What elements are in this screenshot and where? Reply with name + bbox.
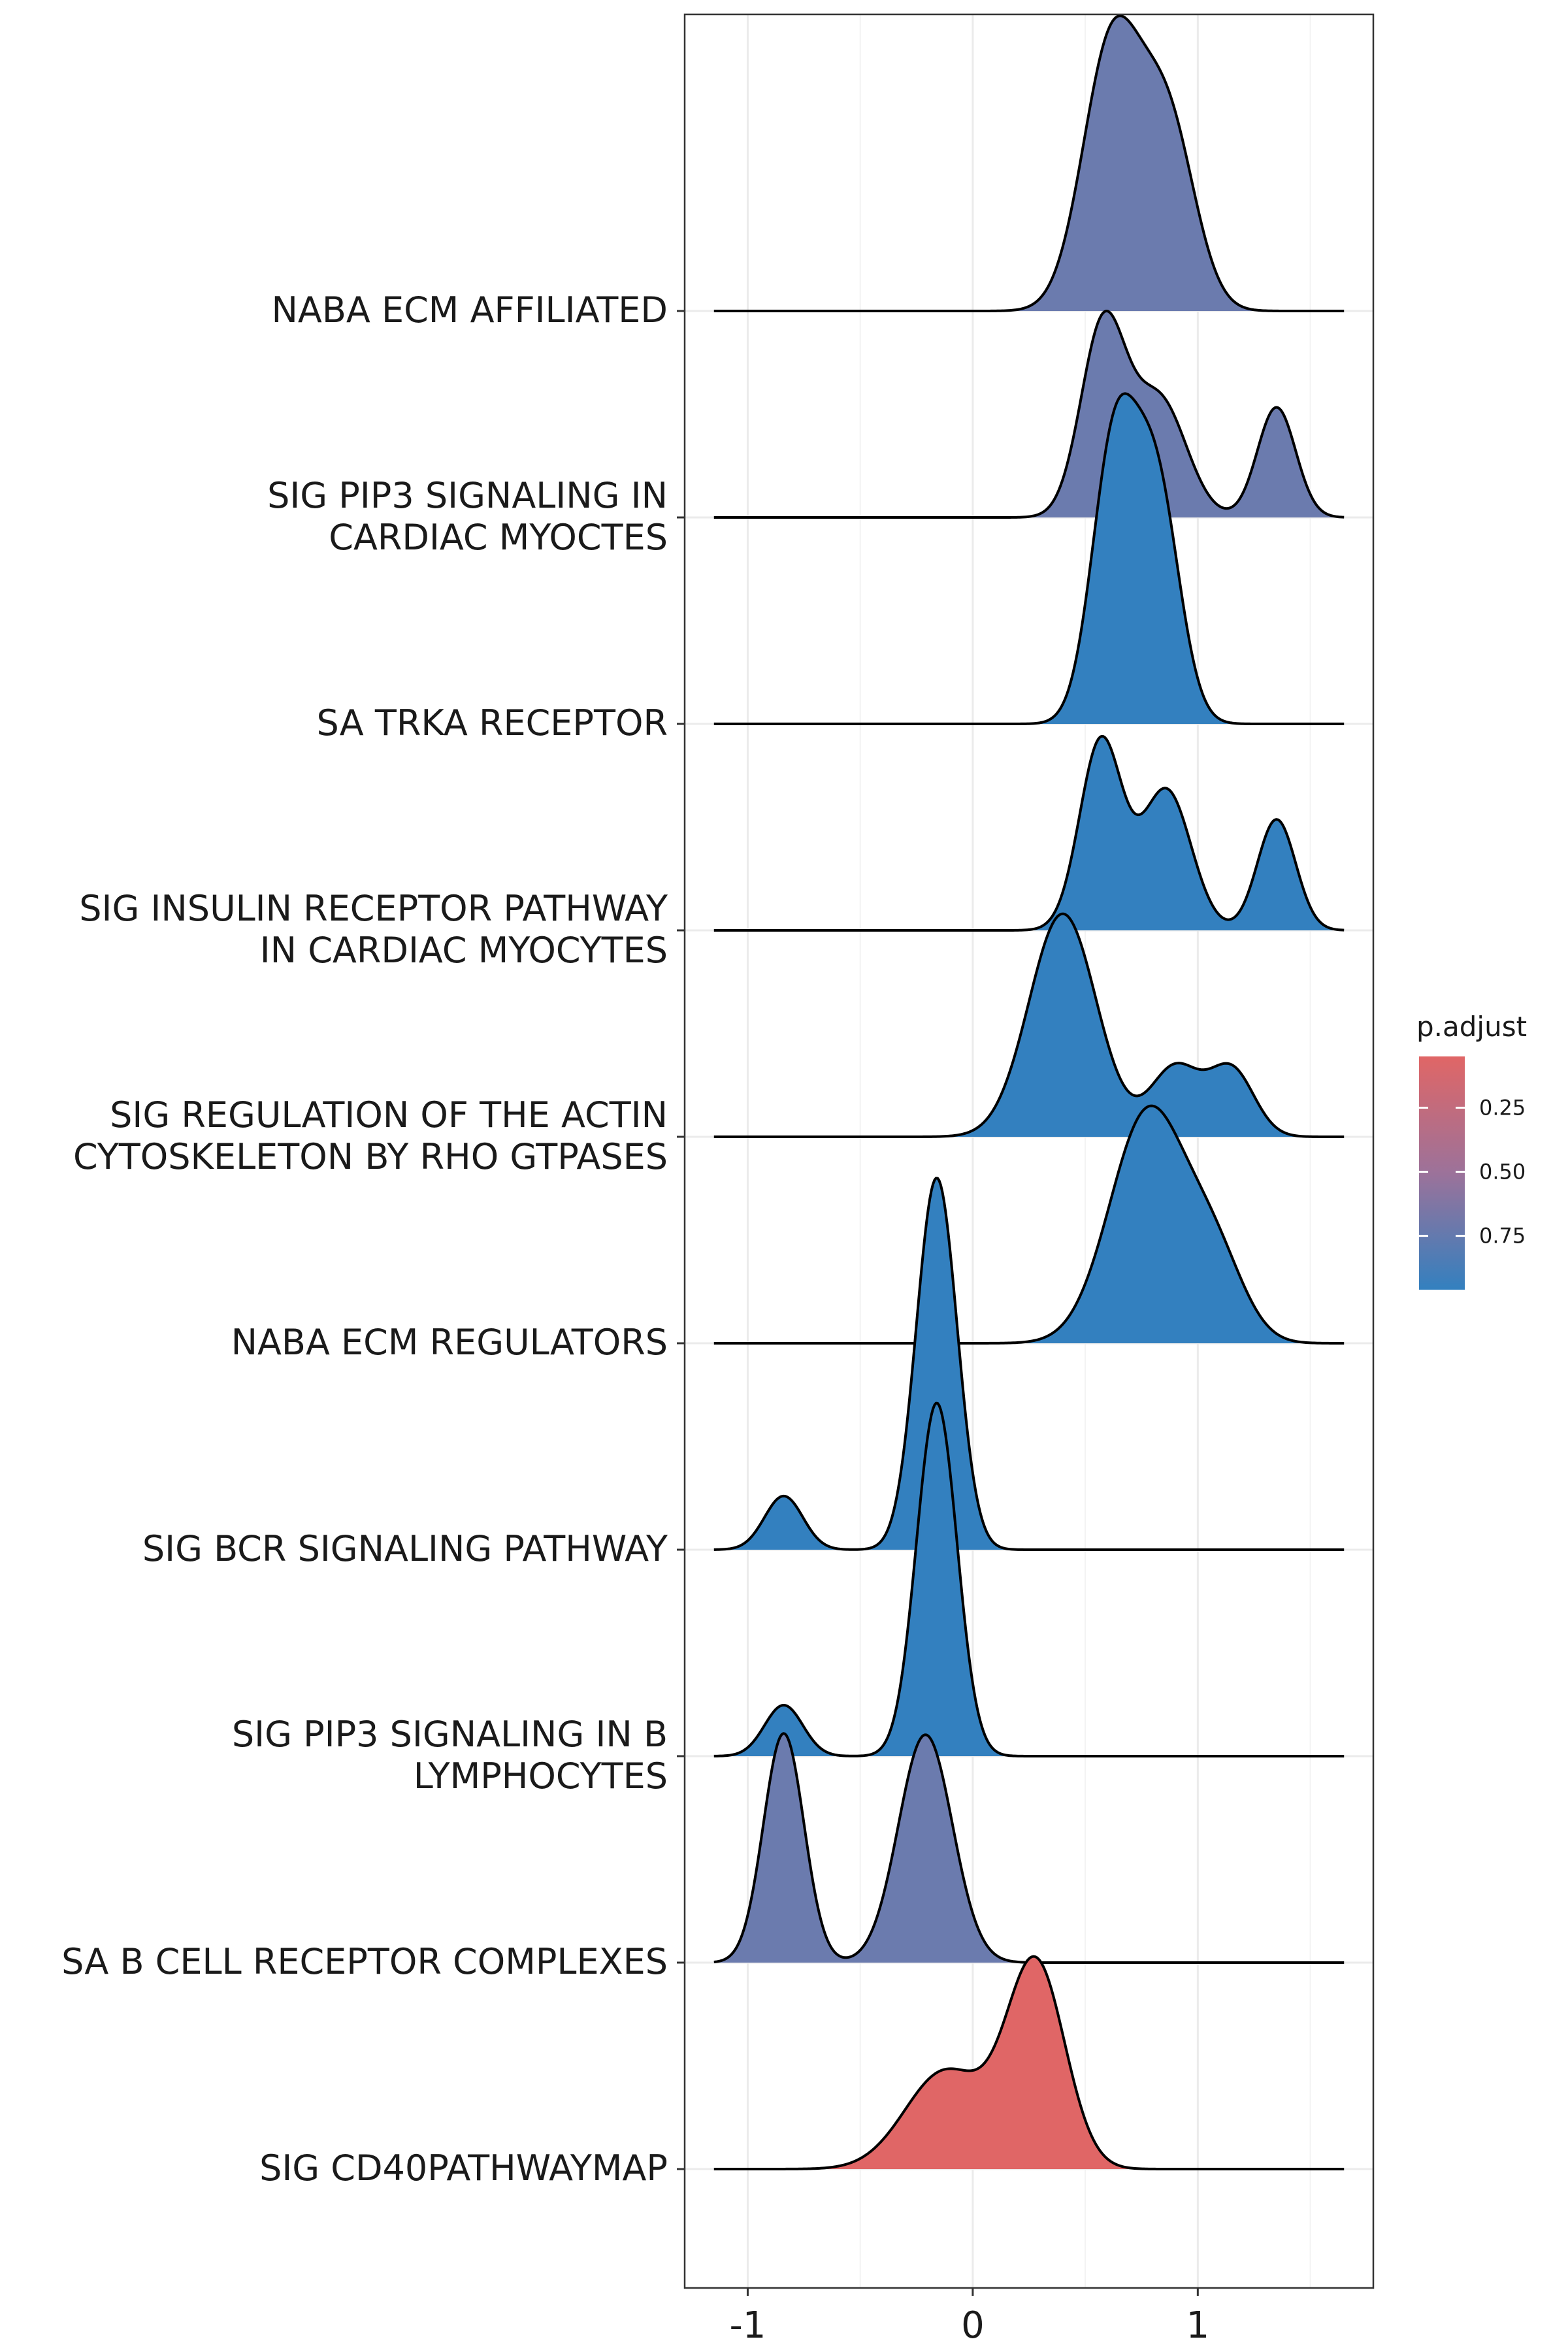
legend-tick-label: 0.75 xyxy=(1479,1224,1526,1249)
ridge-outline xyxy=(713,1401,1345,1757)
x-axis: -1 0 1 xyxy=(730,2288,1210,2347)
y-axis-label: IN CARDIAC MYOCYTES xyxy=(260,930,668,971)
y-axis-label: SIG INSULIN RECEPTOR PATHWAY xyxy=(79,888,668,929)
ridge-fill xyxy=(713,1956,1345,2169)
ridge-3 xyxy=(713,392,1345,725)
y-axis-label: SA TRKA RECEPTOR xyxy=(317,702,668,743)
ridge-6 xyxy=(713,1104,1345,1345)
y-axis-label: NABA ECM AFFILIATED xyxy=(272,289,668,331)
ridges xyxy=(713,14,1345,2170)
ridge-outline xyxy=(713,392,1345,725)
y-axis-label: SIG PIP3 SIGNALING IN xyxy=(267,475,668,516)
ridge-fill xyxy=(713,913,1345,1137)
x-tick-label: 0 xyxy=(961,2304,985,2347)
legend-colorbar xyxy=(1419,1056,1465,1290)
ridge-fill xyxy=(713,1178,1345,1550)
ridge-outline xyxy=(713,1955,1345,2170)
ridge-outline xyxy=(713,734,1345,932)
ridge-4 xyxy=(713,734,1345,932)
y-axis-label: CARDIAC MYOCTES xyxy=(329,517,668,558)
panel-border xyxy=(683,13,1375,2289)
x-tick-label: 1 xyxy=(1186,2304,1210,2347)
ridge-5 xyxy=(713,912,1345,1138)
legend: p.adjust 0.25 0.50 0.75 xyxy=(1416,1011,1527,1290)
legend-tick-label: 0.50 xyxy=(1479,1160,1526,1184)
ridge-fill xyxy=(713,393,1345,724)
ridge-fill xyxy=(713,1105,1345,1343)
ridge-fill xyxy=(713,1403,1345,1756)
y-axis-label: CYTOSKELETON BY RHO GTPASES xyxy=(73,1136,668,1177)
legend-title: p.adjust xyxy=(1416,1011,1527,1043)
y-axis-label: NABA ECM REGULATORS xyxy=(231,1322,668,1363)
ridge-outline xyxy=(713,310,1345,519)
ridge-1 xyxy=(713,14,1345,312)
ridge-2 xyxy=(713,310,1345,519)
ridge-outline xyxy=(713,912,1345,1138)
x-tick-label: -1 xyxy=(730,2304,766,2347)
ridge-8 xyxy=(713,1401,1345,1757)
y-axis-label: SIG REGULATION OF THE ACTIN xyxy=(110,1094,668,1135)
ridge-fill xyxy=(713,736,1345,930)
ridge-10 xyxy=(713,1955,1345,2170)
ridge-outline xyxy=(713,1104,1345,1345)
ridge-outline xyxy=(713,14,1345,312)
y-axis-label: SA B CELL RECEPTOR COMPLEXES xyxy=(61,1941,668,1982)
y-axis-label: LYMPHOCYTES xyxy=(414,1756,668,1797)
ridge-outline xyxy=(713,1177,1345,1551)
y-axis-label: SIG CD40PATHWAYMAP xyxy=(259,2148,668,2189)
ridge-7 xyxy=(713,1177,1345,1551)
y-axis-label: SIG BCR SIGNALING PATHWAY xyxy=(142,1528,668,1569)
y-axis-label: SIG PIP3 SIGNALING IN B xyxy=(232,1714,668,1755)
y-axis-labels: NABA ECM AFFILIATED SIG PIP3 SIGNALING IN… xyxy=(61,289,685,2189)
legend-tick-label: 0.25 xyxy=(1479,1095,1526,1120)
ridge-fill xyxy=(713,16,1345,312)
ridge-fill xyxy=(713,1733,1345,1963)
ridge-fill xyxy=(713,311,1345,517)
